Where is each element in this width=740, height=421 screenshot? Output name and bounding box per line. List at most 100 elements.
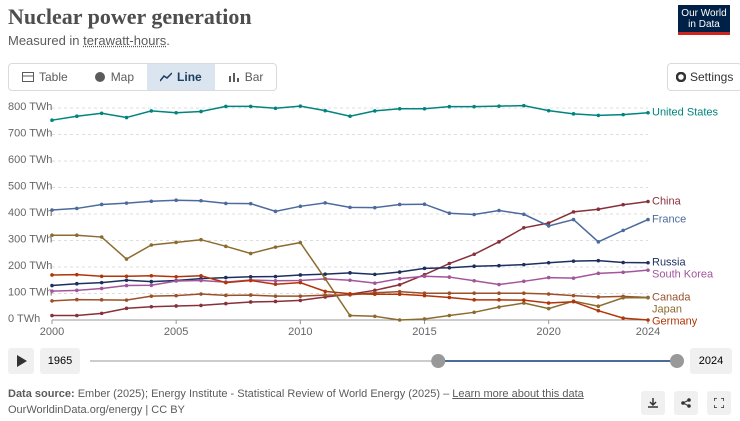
data-point (522, 212, 526, 217)
data-point (546, 224, 551, 228)
data-point (422, 317, 427, 321)
tab-label: Line (177, 70, 202, 84)
chart: 1965 2024 0 TWh 100 TWh 200 TWh 300 TWh 400 … (8, 101, 732, 374)
data-point (199, 273, 203, 278)
data-point (174, 275, 178, 279)
tab[interactable]: Bar (215, 64, 277, 90)
data-point (174, 198, 178, 203)
data-point (497, 240, 501, 244)
data-point (397, 270, 402, 274)
y-tick-label: 0 TWh (8, 313, 40, 325)
data-point (397, 106, 402, 111)
data-point (422, 293, 427, 298)
y-tick-label: 700 TWh (8, 127, 52, 139)
tab-label: Map (110, 70, 135, 84)
data-point (99, 235, 104, 239)
data-point (50, 118, 54, 122)
data-point (248, 251, 253, 256)
data-point (596, 240, 601, 244)
data-point (174, 293, 178, 298)
data-point (348, 278, 352, 283)
data-point (224, 104, 228, 109)
data-point (447, 295, 452, 300)
data-point (323, 201, 327, 205)
data-point (422, 106, 427, 111)
data-point (472, 291, 476, 296)
data-point (149, 279, 154, 284)
data-point (571, 210, 576, 214)
data-point (621, 270, 625, 275)
data-point (646, 217, 650, 222)
data-point (596, 258, 601, 263)
data-point (546, 221, 551, 225)
data-point (522, 298, 526, 302)
data-point (50, 299, 54, 303)
data-point (596, 113, 601, 118)
data-point (149, 294, 154, 298)
data-point (472, 104, 476, 109)
play-icon (17, 355, 27, 367)
data-point (124, 298, 129, 302)
data-point (621, 202, 625, 207)
y-tick-label: 200 TWh (8, 260, 52, 272)
data-point (199, 237, 203, 242)
legend-label: China (652, 195, 682, 207)
data-point (248, 278, 253, 283)
data-point (273, 209, 278, 214)
data-point (273, 282, 278, 287)
data-point (596, 271, 601, 276)
settings-button[interactable]: Settings (667, 63, 740, 91)
data-point (174, 240, 178, 245)
subtitle-link[interactable]: terawatt-hours (83, 33, 167, 48)
data-point (447, 275, 452, 279)
data-point (323, 289, 327, 294)
data-point (522, 225, 526, 230)
data-point (546, 292, 551, 296)
data-point (50, 273, 54, 277)
data-point (348, 313, 352, 318)
data-point (422, 266, 427, 271)
data-point (621, 260, 625, 265)
data-point (124, 274, 129, 279)
timeline-end: 2024 (699, 355, 723, 367)
data-point (149, 304, 154, 309)
data-point (298, 280, 303, 285)
data-point (546, 301, 551, 305)
logo[interactable]: Our World in Data (678, 5, 730, 35)
data-point (447, 261, 452, 266)
tab[interactable]: Line (147, 64, 215, 90)
y-tick-label: 800 TWh (8, 101, 52, 113)
data-point (546, 260, 551, 265)
data-point (75, 313, 79, 318)
source-label: Data source: (8, 388, 75, 400)
learn-more-link[interactable]: Learn more about this data (452, 388, 584, 400)
tab[interactable]: Map (81, 64, 147, 90)
data-point (298, 298, 303, 303)
data-point (472, 252, 476, 257)
data-point (422, 274, 427, 279)
data-point (348, 291, 352, 296)
title: Nuclear power generation (8, 4, 252, 29)
data-point (248, 300, 253, 304)
data-point (224, 301, 228, 306)
share-button[interactable] (674, 391, 698, 415)
data-point (149, 109, 154, 113)
data-point (646, 268, 650, 272)
data-point (472, 264, 476, 269)
data-point (497, 104, 501, 108)
legend-label: Germany (652, 315, 698, 327)
data-point (248, 293, 253, 297)
timeline-handle[interactable] (431, 354, 446, 368)
data-point (199, 292, 203, 296)
fullscreen-button[interactable] (707, 391, 731, 415)
timeline-handle[interactable] (670, 354, 684, 368)
y-tick-label: 500 TWh (8, 180, 52, 192)
download-button[interactable] (641, 391, 665, 415)
data-point (447, 265, 452, 270)
data-point (646, 260, 650, 265)
tab[interactable]: Table (9, 64, 81, 90)
timeline-end-box (690, 348, 732, 374)
data-point (447, 211, 452, 216)
data-point (199, 109, 203, 114)
legend-label: Japan (652, 303, 682, 315)
